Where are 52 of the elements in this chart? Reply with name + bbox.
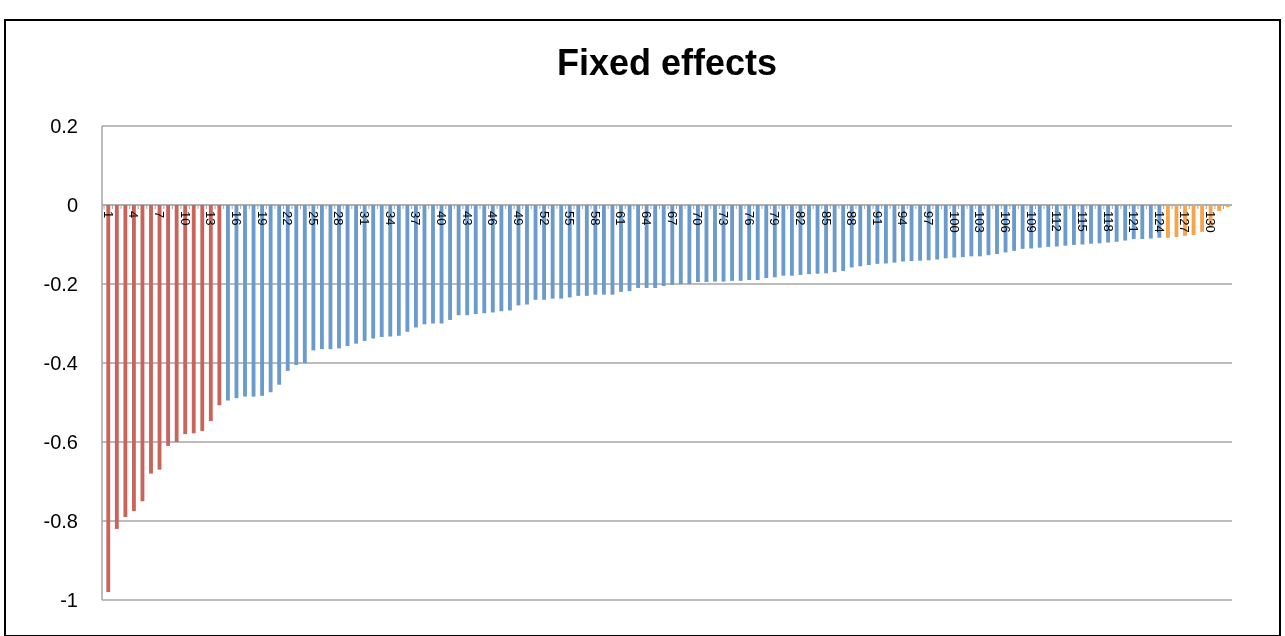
x-tick-label: 46 [485,211,501,226]
y-tick-label: 0.2 [50,115,78,137]
x-tick-label: 103 [972,211,988,233]
x-tick-label: 58 [587,211,603,226]
x-tick-label: 76 [741,211,757,226]
x-tick-label: 79 [767,211,783,226]
y-tick-label: 0 [66,194,78,216]
y-tick-label: -1 [60,589,78,611]
x-tick-label: 7 [152,211,167,219]
x-tick-label: 121 [1126,211,1142,233]
x-tick-label: 115 [1074,211,1090,232]
x-tick-label: 10 [177,211,193,226]
y-tick-label: -0.4 [43,352,78,374]
x-tick-label: 67 [664,211,680,226]
x-tick-label: 40 [434,211,449,226]
x-tick-label: 55 [562,211,578,226]
x-tick-label: 31 [357,211,373,226]
x-tick-label: 109 [1023,211,1039,233]
x-tick-label: 94 [895,211,911,226]
x-tick-label: 28 [331,211,347,226]
x-tick-label: 25 [305,211,321,226]
y-tick-label: -0.2 [43,273,78,295]
x-tick-label: 97 [921,211,937,226]
chart-title: Fixed effects [556,42,778,83]
x-tick-label: 49 [510,211,526,226]
x-tick-label: 4 [126,211,142,219]
x-tick-label: 100 [946,211,962,233]
x-tick-label: 19 [254,211,270,226]
y-tick-label: -0.8 [43,510,78,532]
x-tick-label: 91 [869,211,885,226]
x-tick-label: 118 [1100,211,1116,232]
x-tick-label: 88 [844,211,860,226]
x-tick-label: 70 [690,211,706,226]
x-tick-label: 130 [1203,211,1219,233]
x-tick-label: 34 [382,211,398,226]
x-tick-label: 37 [408,211,424,226]
x-tick-label: 127 [1177,211,1193,233]
x-tick-label: 73 [716,211,731,226]
x-tick-label: 43 [459,211,475,226]
x-tick-label: 106 [998,211,1013,233]
x-tick-label: 52 [536,211,552,226]
x-tick-label: 112 [1049,211,1065,232]
x-tick-label: 22 [280,211,296,226]
x-tick-label: 85 [818,211,834,226]
x-tick-label: 1 [100,211,116,219]
x-tick-label: 64 [639,211,655,226]
x-tick-label: 124 [1151,211,1167,233]
x-tick-label: 61 [613,211,629,226]
y-tick-label: -0.6 [43,431,78,453]
x-tick-label: 13 [203,211,219,226]
x-tick-label: 82 [792,211,808,226]
x-tick-label: 16 [228,211,244,226]
